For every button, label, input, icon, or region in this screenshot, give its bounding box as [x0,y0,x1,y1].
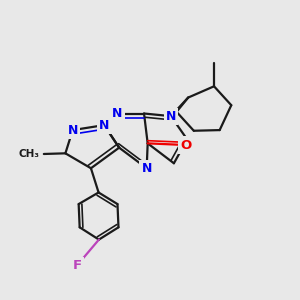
Text: CH₃: CH₃ [18,149,39,159]
Text: N: N [68,124,78,136]
Text: N: N [112,107,123,120]
Text: N: N [142,162,152,175]
Text: N: N [166,110,176,123]
Text: F: F [72,259,82,272]
Text: N: N [99,118,110,132]
Text: O: O [180,139,191,152]
